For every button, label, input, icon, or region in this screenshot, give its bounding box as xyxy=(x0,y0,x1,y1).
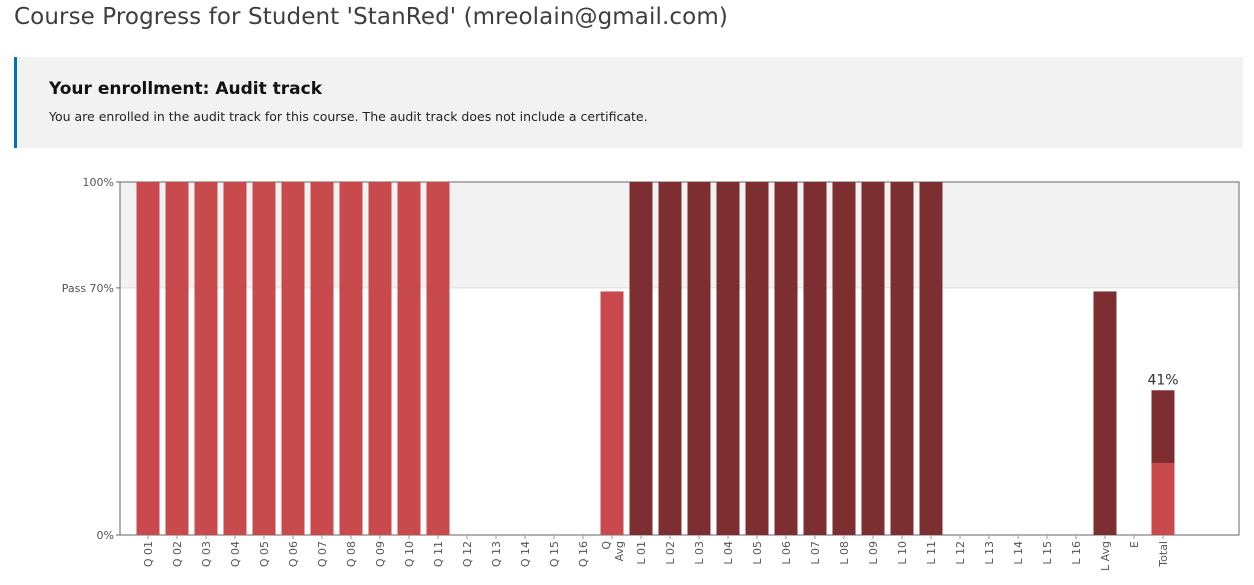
bar-q-07 xyxy=(310,182,334,535)
bar-q-02 xyxy=(165,182,189,535)
x-tick-label: Q 14 xyxy=(519,541,532,567)
x-tick-label: Q 16 xyxy=(577,541,590,567)
x-tick-label: E xyxy=(1128,541,1141,548)
x-tick-label: Q 10 xyxy=(403,541,416,567)
bar-l-11 xyxy=(919,182,943,535)
x-tick-label: Q 03 xyxy=(200,541,213,567)
bar-l-08 xyxy=(832,182,856,535)
bar-q-avg xyxy=(600,291,624,535)
bar-q-05 xyxy=(252,182,276,535)
bar-q-06 xyxy=(281,182,305,535)
x-tick-label: L 15 xyxy=(1041,541,1054,565)
x-tick-label: Q 08 xyxy=(345,541,358,567)
x-tick-label: L 05 xyxy=(751,541,764,565)
x-tick-label: Q 12 xyxy=(461,541,474,567)
bar-l-07 xyxy=(803,182,827,535)
x-tick-label: L 07 xyxy=(809,541,822,565)
x-tick-label: L 10 xyxy=(896,541,909,565)
x-tick-label: L Avg xyxy=(1099,541,1112,571)
x-tick-label: Q 15 xyxy=(548,541,561,567)
x-tick-label: L 13 xyxy=(983,541,996,565)
bar-total-q xyxy=(1151,462,1175,535)
bar-l-09 xyxy=(861,182,885,535)
bar-l-10 xyxy=(890,182,914,535)
bar-l-06 xyxy=(774,182,798,535)
bar-q-01 xyxy=(136,182,160,535)
bar-l-05 xyxy=(745,182,769,535)
bar-l-avg xyxy=(1093,291,1117,535)
x-tick-label: L 09 xyxy=(867,541,880,565)
x-tick-label: Q 07 xyxy=(316,541,329,567)
x-tick-label: L 14 xyxy=(1012,541,1025,565)
x-tick-label: Q xyxy=(600,541,613,550)
x-tick-label: L 12 xyxy=(954,541,967,565)
enrollment-title: Your enrollment: Audit track xyxy=(49,79,323,99)
bar-q-03 xyxy=(194,182,218,535)
enrollment-banner: Your enrollment: Audit track You are enr… xyxy=(14,57,1243,148)
x-tick-label: Total xyxy=(1157,541,1170,568)
bar-q-08 xyxy=(339,182,363,535)
x-tick-label: Q 06 xyxy=(287,541,300,567)
bar-q-04 xyxy=(223,182,247,535)
bar-l-01 xyxy=(629,182,653,535)
x-tick-label: L 06 xyxy=(780,541,793,565)
total-value-label: 41% xyxy=(1147,372,1178,388)
x-tick-label: Q 04 xyxy=(229,541,242,567)
y-tick-label: 100% xyxy=(83,176,114,189)
x-tick-label: Q 05 xyxy=(258,541,271,567)
bar-q-09 xyxy=(368,182,392,535)
x-tick-label: L 08 xyxy=(838,541,851,565)
bar-l-04 xyxy=(716,182,740,535)
y-tick-label: 0% xyxy=(97,529,114,542)
bar-q-10 xyxy=(397,182,421,535)
x-tick-label: L 03 xyxy=(693,541,706,565)
page-title: Course Progress for Student 'StanRed' (m… xyxy=(14,4,728,30)
x-tick-label-cont: Avg xyxy=(613,541,626,561)
bar-q-11 xyxy=(426,182,450,535)
x-tick-label: L 01 xyxy=(635,541,648,565)
bar-total-l xyxy=(1151,390,1175,463)
y-tick-label: Pass 70% xyxy=(62,282,114,295)
x-tick-label: Q 13 xyxy=(490,541,503,567)
x-tick-label: Q 11 xyxy=(432,541,445,567)
x-tick-label: Q 09 xyxy=(374,541,387,567)
x-tick-label: L 02 xyxy=(664,541,677,565)
bar-l-02 xyxy=(658,182,682,535)
enrollment-message: You are enrolled in the audit track for … xyxy=(49,109,648,124)
x-tick-label: L 16 xyxy=(1070,541,1083,565)
x-tick-label: L 04 xyxy=(722,541,735,565)
x-tick-label: L 11 xyxy=(925,541,938,565)
bar-l-03 xyxy=(687,182,711,535)
x-tick-label: Q 01 xyxy=(142,541,155,567)
x-tick-label: Q 02 xyxy=(171,541,184,567)
